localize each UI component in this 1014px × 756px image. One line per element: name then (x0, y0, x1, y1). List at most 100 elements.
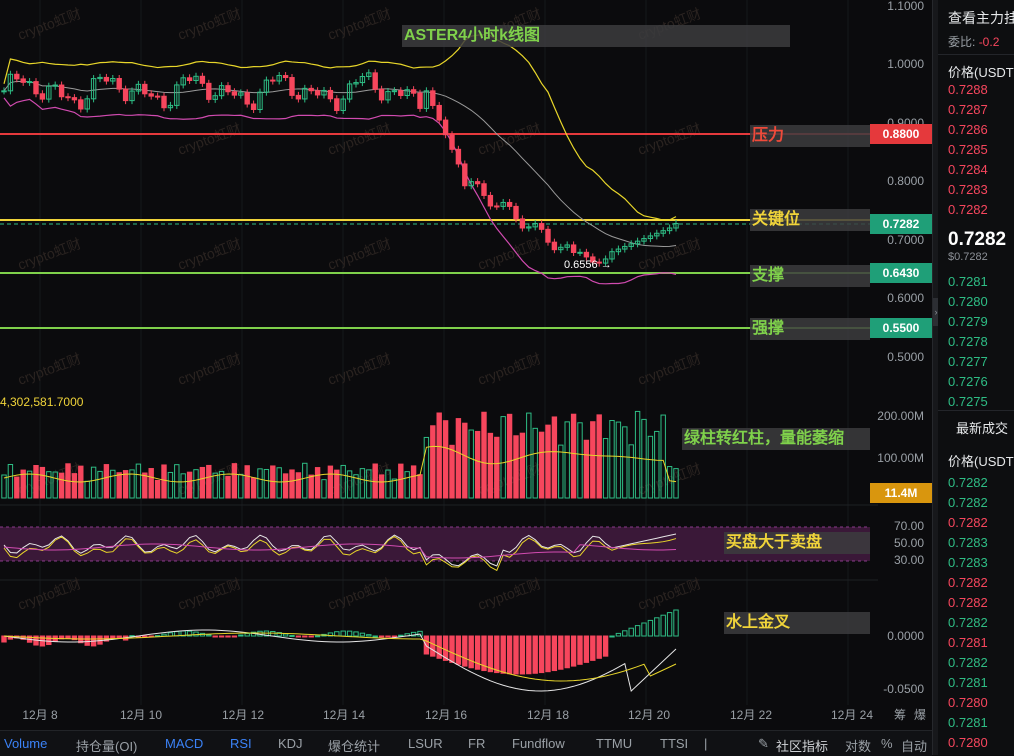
candle-body (135, 83, 142, 92)
candle-body (615, 248, 622, 253)
ask-row[interactable]: 0.7282 (948, 202, 988, 217)
watermark: crypto虹财 (176, 575, 244, 613)
candle-body (58, 84, 65, 98)
trade-row[interactable]: 0.7282 (948, 615, 988, 630)
trade-row[interactable]: 0.7282 (948, 515, 988, 530)
tab-ttsi[interactable]: TTSI (660, 736, 689, 751)
community-indicators-button[interactable]: 社区指标 (776, 739, 829, 754)
orderbook-header[interactable]: 查看主力挂 (948, 10, 1014, 26)
chart-area[interactable]: crypto虹财 crypto虹财 crypto虹财 crypto虹财 crypto虹财… (0, 0, 878, 730)
trade-row[interactable]: 0.7282 (948, 475, 988, 490)
bid-row[interactable]: 0.7276 (948, 374, 988, 389)
indicator-tick: -0.0500 (883, 682, 924, 696)
watermark: crypto虹财 (326, 235, 394, 273)
watermark: crypto虹财 (476, 575, 544, 613)
candle-body (276, 75, 282, 82)
trade-row[interactable]: 0.7282 (948, 495, 988, 510)
tab-volume[interactable]: Volume (4, 736, 48, 751)
support-price-tag: 0.6430 (870, 263, 932, 283)
tab-lsur[interactable]: LSUR (408, 736, 443, 751)
trade-row[interactable]: 0.7282 (948, 575, 988, 590)
tab-liquidation[interactable]: 爆仓统计 (328, 739, 381, 754)
watermark: crypto虹财 (326, 575, 394, 613)
trades-header[interactable]: 最新成交 (956, 421, 1009, 436)
candle-body (218, 85, 225, 97)
tab-ttmu[interactable]: TTMU (596, 736, 633, 751)
time-tick: 12月 14 (322, 708, 366, 722)
volume-bar (97, 470, 103, 499)
ask-row[interactable]: 0.7284 (948, 162, 988, 177)
panel-divider[interactable]: › (932, 0, 939, 755)
volume-bar (142, 472, 148, 499)
tab-open-interest[interactable]: 持仓量(OI) (76, 739, 138, 754)
tab-fr[interactable]: FR (468, 736, 486, 751)
volume-bar (634, 410, 641, 499)
log-scale-button[interactable]: 对数 (845, 739, 872, 754)
macd-histogram-bar (641, 622, 647, 637)
volume-bar (532, 427, 538, 499)
tab-kdj[interactable]: KDJ (278, 736, 303, 751)
trade-row[interactable]: 0.7282 (948, 655, 988, 670)
macd-histogram-bar (116, 635, 122, 639)
edit-icon[interactable]: ✎ (758, 736, 769, 751)
bid-row[interactable]: 0.7275 (948, 394, 988, 409)
candle-body (442, 119, 449, 136)
trade-row[interactable]: 0.7283 (948, 535, 988, 550)
trades-price-header: 价格(USDT (948, 454, 1014, 469)
tab-fundflow[interactable]: Fundflow (512, 736, 565, 751)
orderbook-panel: 查看主力挂 委比: -0.2 价格(USDT 0.7288 0.7287 0.728… (938, 0, 1014, 755)
macd-histogram-bar (238, 634, 244, 637)
volume-bar (135, 463, 142, 499)
volume-bar (519, 432, 526, 499)
bid-row[interactable]: 0.7281 (948, 274, 988, 289)
auto-scale-button[interactable]: 自动 (901, 739, 928, 754)
volume-bar (212, 472, 218, 499)
volume-bar (391, 478, 398, 499)
bid-row[interactable]: 0.7278 (948, 334, 988, 349)
watermark: crypto虹财 (176, 235, 244, 273)
macd-histogram-bar (494, 635, 500, 674)
volume-bar (455, 418, 462, 499)
macd-histogram-bar (46, 635, 52, 646)
trade-row[interactable]: 0.7283 (948, 555, 988, 570)
trade-row[interactable]: 0.7280 (948, 735, 988, 750)
resistance-annotation: 压力 (750, 125, 870, 147)
trade-row[interactable]: 0.7281 (948, 675, 988, 690)
tab-rsi[interactable]: RSI (230, 736, 252, 751)
candlestick-chart[interactable]: crypto虹财 crypto虹财 crypto虹财 crypto虹财 crypto虹财… (0, 0, 878, 730)
watermark: crypto虹财 (16, 350, 84, 388)
ask-row[interactable]: 0.7287 (948, 102, 988, 117)
volume-bar (385, 469, 391, 499)
bid-row[interactable]: 0.7279 (948, 314, 988, 329)
volume-bar (110, 469, 116, 499)
volume-bar (225, 475, 231, 499)
percent-scale-button[interactable]: % (881, 736, 893, 751)
ask-row[interactable]: 0.7286 (948, 122, 988, 137)
candle-body (244, 92, 250, 105)
ask-row[interactable]: 0.7285 (948, 142, 988, 157)
candle-body (199, 75, 206, 84)
candle-body (110, 78, 116, 82)
ratio-value: -0.2 (978, 35, 1000, 49)
volume-bar (410, 465, 417, 499)
candle-body (33, 81, 39, 95)
trade-row[interactable]: 0.7281 (948, 635, 988, 650)
ask-row[interactable]: 0.7288 (948, 82, 988, 97)
candle-body (289, 77, 295, 96)
bid-row[interactable]: 0.7280 (948, 294, 988, 309)
macd-histogram-bar (551, 635, 558, 672)
trade-row[interactable]: 0.7280 (948, 695, 988, 710)
candle-body (295, 94, 302, 100)
macd-histogram-bar (596, 635, 602, 659)
candle-body (129, 90, 135, 102)
volume-bar (500, 416, 506, 499)
bid-row[interactable]: 0.7277 (948, 354, 988, 369)
candle-body (602, 258, 609, 264)
ask-row[interactable]: 0.7283 (948, 182, 988, 197)
collapse-handle-icon[interactable]: › (933, 298, 939, 326)
volume-bar (52, 471, 58, 499)
current-price-tag: 0.7282 (870, 214, 932, 234)
tab-macd[interactable]: MACD (165, 736, 204, 751)
trade-row[interactable]: 0.7281 (948, 715, 988, 730)
trade-row[interactable]: 0.7282 (948, 595, 988, 610)
